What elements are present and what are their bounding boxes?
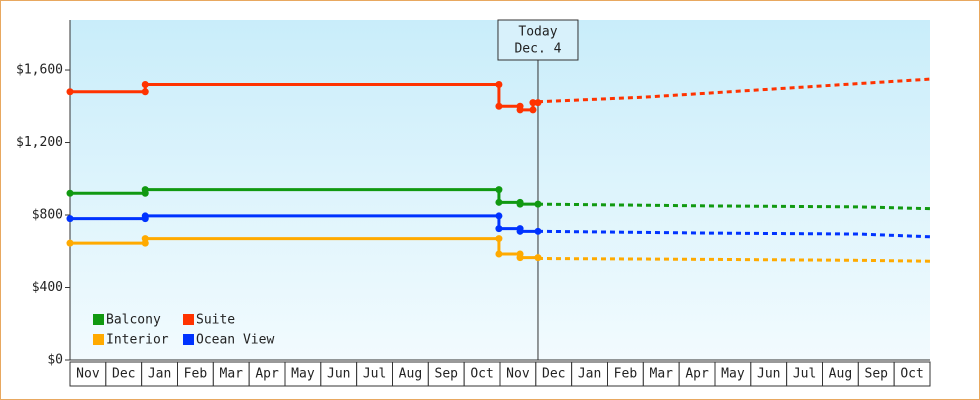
x-tick-cell [248,361,286,387]
price-point [141,186,149,194]
price-point [534,227,542,235]
price-point [141,235,149,243]
x-tick-label: Jan [578,367,601,382]
price-point [495,225,503,233]
price-point [495,81,503,89]
x-tick-label: May [291,367,315,382]
x-tick-cell [105,361,143,387]
x-tick-label: Aug [399,367,422,382]
y-tick-label: $0 [47,353,63,368]
today-label: Today [518,25,557,40]
legend-swatch [93,334,104,345]
y-tick-label: $1,200 [16,135,63,150]
x-tick-label: Dec [542,367,565,382]
x-tick-cell [857,361,895,387]
price-point [534,99,542,107]
legend-label: Interior [106,333,169,348]
x-tick-cell [607,361,644,387]
price-point [141,212,149,220]
legend-swatch [93,314,104,325]
x-tick-cell [212,361,250,387]
price-point [495,102,503,110]
price-point [66,239,74,247]
price-point [516,200,524,208]
price-point [529,99,537,107]
x-tick-cell [69,361,107,387]
x-tick-label: Apr [255,367,279,382]
price-point [516,227,524,235]
x-tick-label: Jun [757,367,780,382]
price-point [141,81,149,89]
x-tick-cell [392,361,429,387]
x-tick-label: Jan [148,367,171,382]
x-tick-cell [141,361,179,387]
x-tick-label: Oct [470,367,493,382]
y-tick-label: $400 [32,280,63,295]
x-tick-label: Sep [435,367,459,382]
x-tick-label: Mar [650,367,674,382]
x-tick-cell [356,361,393,387]
x-tick-label: Oct [900,367,923,382]
legend-label: Balcony [106,313,161,328]
x-tick-label: Feb [184,367,208,382]
price-point [516,254,524,262]
x-tick-label: Nov [506,367,530,382]
x-tick-label: Dec [112,367,135,382]
x-tick-cell [320,361,358,387]
y-tick-label: $800 [32,208,63,223]
x-tick-label: Nov [76,367,100,382]
legend-swatch [183,314,194,325]
price-point [529,106,537,114]
x-tick-cell [750,361,788,387]
x-tick-cell [177,361,214,387]
price-point [495,212,503,220]
x-tick-label: Apr [685,367,709,382]
price-point [66,189,74,197]
x-tick-label: Jul [793,367,816,382]
price-point [66,88,74,96]
x-tick-label: Mar [220,367,244,382]
legend-label: Ocean View [196,333,274,348]
price-point [534,200,542,208]
price-point [66,215,74,223]
x-tick-cell [499,361,537,387]
price-point [516,106,524,114]
y-tick-label: $1,600 [16,63,63,78]
x-tick-label: Sep [865,367,889,382]
x-tick-label: Aug [829,367,852,382]
price-point [534,254,542,262]
price-point [141,88,149,96]
price-point [495,198,503,206]
x-tick-cell [535,361,573,387]
x-tick-label: Jul [363,367,386,382]
today-box [497,19,579,61]
legend-swatch [183,334,194,345]
x-tick-cell [893,361,931,387]
x-tick-label: Jun [327,367,350,382]
x-tick-cell [678,361,716,387]
x-tick-cell [284,361,322,387]
x-tick-label: May [721,367,745,382]
x-tick-cell [571,361,609,387]
price-line [70,83,538,112]
x-tick-cell [714,361,752,387]
x-tick-cell [642,361,680,387]
price-point [495,250,503,258]
x-tick-label: Feb [614,367,638,382]
legend-label: Suite [196,313,235,328]
price-point [495,186,503,194]
price-point [495,235,503,243]
today-label: Dec. 4 [514,42,561,57]
